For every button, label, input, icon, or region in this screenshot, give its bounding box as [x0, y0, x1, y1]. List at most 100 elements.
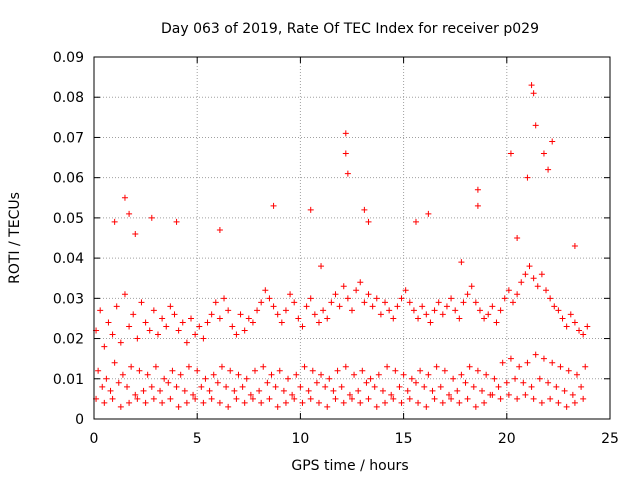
data-point [159, 399, 166, 406]
x-tick-label: 20 [498, 431, 516, 447]
data-point [507, 355, 514, 362]
data-point [545, 379, 552, 386]
data-point [243, 375, 250, 382]
y-tick-label: 0.02 [53, 332, 84, 348]
data-point [154, 331, 161, 338]
data-point [505, 391, 512, 398]
data-point [227, 367, 234, 374]
data-point [551, 303, 558, 310]
data-point [576, 327, 583, 334]
data-point [126, 323, 133, 330]
data-point [516, 363, 523, 370]
data-point [497, 307, 504, 314]
data-point [309, 367, 316, 374]
data-point [124, 383, 131, 390]
data-point [223, 383, 230, 390]
data-point [276, 367, 283, 374]
data-point [476, 307, 483, 314]
data-point [109, 395, 116, 402]
data-point [363, 379, 370, 386]
data-point [505, 287, 512, 294]
data-point [311, 311, 318, 318]
data-point [584, 323, 591, 330]
data-point [446, 391, 453, 398]
data-point [390, 395, 397, 402]
data-point [148, 383, 155, 390]
data-point [206, 387, 213, 394]
y-tick-label: 0.04 [53, 251, 84, 267]
data-point [433, 363, 440, 370]
x-axis-label: GPS time / hours [291, 458, 408, 474]
data-point [423, 311, 430, 318]
data-point [479, 387, 486, 394]
data-point [406, 395, 413, 402]
data-point [99, 383, 106, 390]
data-point [299, 323, 306, 330]
data-point [540, 355, 547, 362]
data-point [111, 359, 118, 366]
data-point [221, 295, 228, 302]
data-point [200, 399, 207, 406]
data-point [549, 138, 556, 145]
data-point [464, 291, 471, 298]
data-point [326, 375, 333, 382]
data-point [121, 291, 128, 298]
data-point [398, 399, 405, 406]
data-point [532, 351, 539, 358]
data-point [216, 226, 223, 233]
data-point [157, 387, 164, 394]
data-point [101, 399, 108, 406]
data-point [245, 315, 252, 322]
data-point [538, 271, 545, 278]
data-point [305, 387, 312, 394]
data-point [450, 375, 457, 382]
data-point [218, 363, 225, 370]
data-point [231, 387, 238, 394]
data-point [580, 331, 587, 338]
data-point [119, 371, 126, 378]
data-point [126, 210, 133, 217]
data-point [130, 311, 137, 318]
data-point [264, 379, 271, 386]
y-tick-label: 0.01 [53, 372, 84, 388]
data-point [412, 379, 419, 386]
data-point [192, 395, 199, 402]
data-point [280, 387, 287, 394]
data-point [412, 218, 419, 225]
data-point [474, 367, 481, 374]
x-tick-label: 5 [193, 431, 202, 447]
data-point [507, 150, 514, 157]
data-point [260, 363, 267, 370]
data-point [175, 327, 182, 334]
data-point [456, 399, 463, 406]
data-point [202, 375, 209, 382]
data-point [270, 202, 277, 209]
y-tick-label: 0.09 [53, 50, 84, 66]
data-point [427, 319, 434, 326]
data-point [365, 218, 372, 225]
data-point [225, 403, 232, 410]
data-point [109, 331, 116, 338]
data-point [179, 319, 186, 326]
data-point [468, 283, 475, 290]
data-point [499, 359, 506, 366]
data-point [429, 387, 436, 394]
data-point [95, 367, 102, 374]
data-point [448, 395, 455, 402]
data-point [235, 371, 242, 378]
data-point [355, 387, 362, 394]
data-point [565, 367, 572, 374]
data-point [415, 315, 422, 322]
data-point [115, 379, 122, 386]
data-point [573, 371, 580, 378]
data-point [495, 383, 502, 390]
data-point [249, 319, 256, 326]
data-point [423, 403, 430, 410]
data-point [307, 395, 314, 402]
data-point [340, 399, 347, 406]
axis-ticks [93, 56, 611, 420]
data-point [313, 379, 320, 386]
data-point [419, 303, 426, 310]
data-point [351, 371, 358, 378]
